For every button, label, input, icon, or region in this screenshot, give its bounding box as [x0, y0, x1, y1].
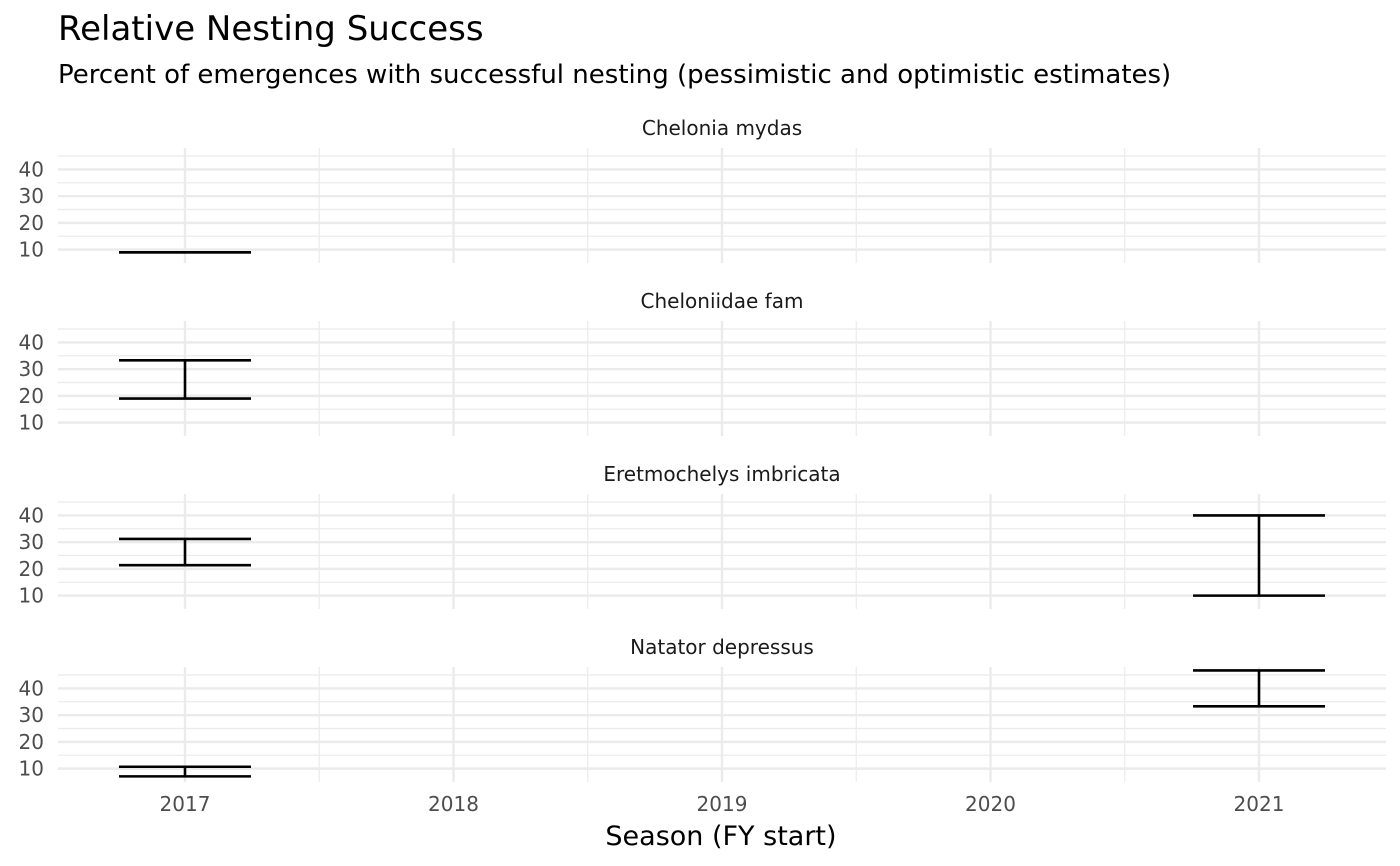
error-bar: [119, 359, 251, 400]
facet-strip-label: Chelonia mydas: [642, 116, 802, 140]
y-tick-label: 10: [19, 584, 44, 608]
y-tick-label: 10: [19, 757, 44, 781]
facet-panel: Chelonia mydas 10 20 30 40: [19, 116, 1386, 263]
y-tick-label: 20: [19, 384, 44, 408]
facet-panel: Cheloniidae fam 10 20 30 40: [19, 289, 1386, 436]
x-tick-label: 2019: [697, 792, 748, 816]
x-axis-ticks: 2017 2018 2019 2020 2021: [160, 792, 1285, 816]
chart-subtitle: Percent of emergences with successful ne…: [58, 60, 1171, 90]
y-tick-label: 40: [19, 676, 44, 700]
y-tick-label: 30: [19, 530, 44, 554]
error-bar: [1193, 514, 1325, 597]
x-tick-label: 2017: [160, 792, 211, 816]
y-tick-label: 20: [19, 557, 44, 581]
y-tick-label: 10: [19, 238, 44, 262]
y-tick-label: 10: [19, 411, 44, 435]
x-axis-label: Season (FY start): [605, 821, 836, 852]
error-bar: [119, 537, 251, 567]
y-tick-label: 20: [19, 730, 44, 754]
y-tick-label: 40: [19, 157, 44, 181]
x-tick-label: 2021: [1234, 792, 1285, 816]
chart-title: Relative Nesting Success: [58, 9, 484, 49]
facet-strip-label: Natator depressus: [630, 635, 814, 659]
error-bar: [119, 765, 251, 778]
x-tick-label: 2020: [965, 792, 1016, 816]
facet-panels: Chelonia mydas 10 20 30 40 Cheloniidae fam 10 2…: [19, 116, 1386, 782]
x-tick-label: 2018: [428, 792, 479, 816]
facet-panel: Natator depressus 10 20 30 40: [19, 635, 1386, 782]
facet-panel: Eretmochelys imbricata 10 20 30 40: [19, 462, 1386, 609]
y-tick-label: 40: [19, 330, 44, 354]
y-tick-label: 40: [19, 503, 44, 527]
y-tick-label: 30: [19, 703, 44, 727]
y-tick-label: 20: [19, 211, 44, 235]
facet-strip-label: Eretmochelys imbricata: [603, 462, 840, 486]
y-tick-label: 30: [19, 357, 44, 381]
facet-strip-label: Cheloniidae fam: [641, 289, 804, 313]
error-bar: [1193, 669, 1325, 708]
y-tick-label: 30: [19, 184, 44, 208]
